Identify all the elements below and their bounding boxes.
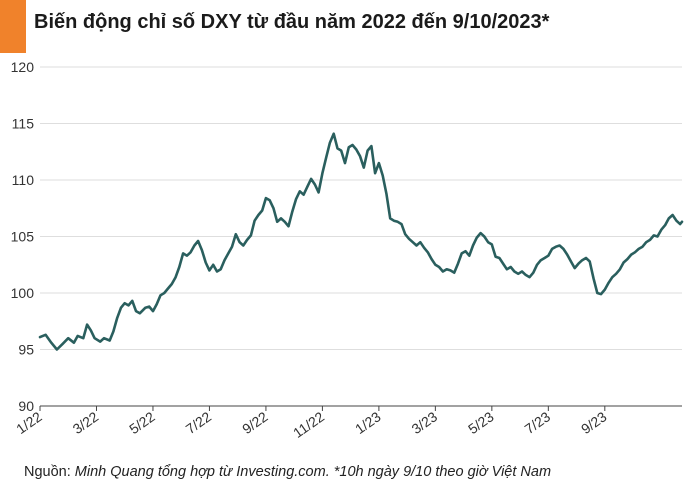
- x-tick-label: 3/23: [409, 408, 441, 437]
- x-tick-label: 11/22: [290, 408, 327, 441]
- y-tick-label: 115: [12, 116, 35, 132]
- y-axis-tick-labels: 90 95 100 105 110 115 120: [11, 59, 35, 414]
- y-tick-label: 100: [11, 285, 35, 301]
- x-tick-label: 7/23: [522, 408, 554, 437]
- source-note: Nguồn: Minh Quang tổng hợp từ Investing.…: [24, 464, 551, 480]
- y-tick-label: 90: [18, 398, 34, 414]
- y-tick-label: 105: [11, 229, 35, 245]
- x-tick-label: 3/22: [70, 408, 102, 437]
- chart-title: Biến động chỉ số DXY từ đầu năm 2022 đến…: [34, 11, 550, 33]
- x-tick-label: 9/22: [239, 408, 271, 437]
- y-tick-label: 120: [11, 59, 35, 75]
- x-tick-label: 7/22: [183, 408, 215, 437]
- title-accent-bar: [0, 0, 26, 53]
- x-tick-label: 1/23: [352, 408, 384, 437]
- y-tick-label: 95: [18, 342, 34, 358]
- x-axis-tick-labels: 1/22 3/22 5/22 7/22 9/22 11/22 1/23 3/23 5/23 7/2…: [13, 408, 609, 441]
- x-tick-label: 9/23: [578, 408, 610, 437]
- series-layer: [38, 132, 684, 351]
- x-tick-label: 5/23: [465, 408, 497, 437]
- gridlines: [40, 66, 682, 350]
- x-tick-label: 5/22: [126, 408, 158, 437]
- y-tick-label: 110: [12, 172, 35, 188]
- source-label: Nguồn:: [24, 464, 75, 480]
- source-text: Minh Quang tổng hợp từ Investing.com. *1…: [74, 464, 552, 480]
- x-axis: [39, 405, 682, 411]
- dxy-series-line: [38, 132, 684, 351]
